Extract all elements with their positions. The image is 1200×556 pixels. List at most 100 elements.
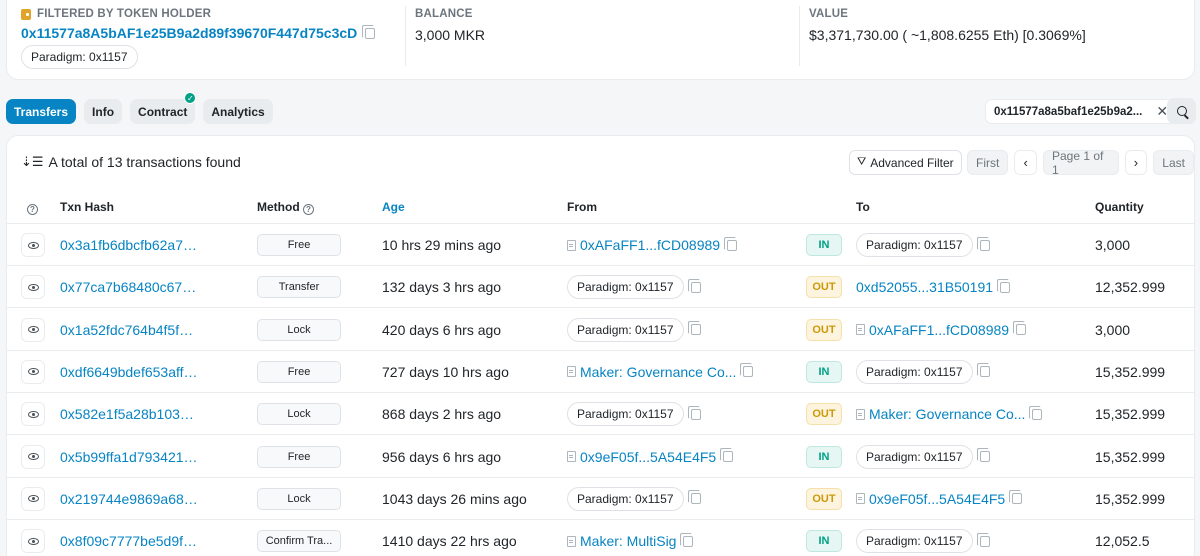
direction-badge: OUT xyxy=(806,403,842,426)
from-address-tag[interactable]: Paradigm: 0x1157 xyxy=(567,486,684,511)
to-address-tag[interactable]: Paradigm: 0x1157 xyxy=(856,444,973,469)
copy-icon[interactable] xyxy=(976,532,990,547)
col-age[interactable]: Age xyxy=(382,200,405,214)
quantity-value: 3,000 xyxy=(1095,237,1131,253)
age-text: 420 days 6 hrs ago xyxy=(382,321,502,338)
to-address-tag[interactable]: Paradigm: 0x1157 xyxy=(856,233,973,257)
view-details-button[interactable] xyxy=(21,529,45,554)
sort-icon: ⇣☰ xyxy=(21,154,44,169)
from-address-link[interactable]: Maker: MultiSig xyxy=(580,533,677,550)
copy-icon[interactable] xyxy=(720,448,734,462)
from-cell: Paradigm: 0x1157 xyxy=(567,401,701,427)
contract-icon xyxy=(567,239,576,251)
advanced-filter-label: Advanced Filter xyxy=(870,155,954,170)
to-address-link[interactable]: Maker: Governance Co... xyxy=(869,406,1026,423)
view-details-button[interactable] xyxy=(21,233,45,257)
from-address-link[interactable]: 0x9eF05f...5A54E4F5 xyxy=(580,448,717,465)
help-icon[interactable]: ? xyxy=(27,200,38,215)
view-details-button[interactable] xyxy=(21,402,45,427)
holder-name-tag[interactable]: Paradigm: 0x1157 xyxy=(21,45,138,69)
copy-icon[interactable] xyxy=(997,278,1011,293)
txhash-link[interactable]: 0x8f09c7777be5d9fd7... xyxy=(60,533,200,550)
copy-icon[interactable] xyxy=(976,363,990,378)
copy-icon[interactable] xyxy=(362,24,376,39)
method-help-icon[interactable]: ? xyxy=(303,204,314,215)
from-address-tag[interactable]: Paradigm: 0x1157 xyxy=(567,317,684,342)
eye-icon xyxy=(27,410,39,418)
to-address-link[interactable]: 0xd52055...31B50191 xyxy=(856,279,994,296)
from-cell: Maker: MultiSig xyxy=(567,528,694,554)
prev-page-button[interactable]: ‹ xyxy=(1014,150,1037,175)
copy-icon[interactable] xyxy=(1013,321,1027,336)
eye-icon xyxy=(27,453,39,460)
from-address-link[interactable]: Maker: Governance Co... xyxy=(580,363,737,380)
close-icon[interactable]: ✕ xyxy=(1156,103,1169,119)
copy-icon[interactable] xyxy=(680,532,694,547)
view-details-button[interactable] xyxy=(21,486,45,511)
to-cell: Paradigm: 0x1157 xyxy=(856,359,990,385)
copy-icon[interactable] xyxy=(687,490,701,505)
method-badge: Lock xyxy=(257,403,341,426)
copy-icon[interactable] xyxy=(976,236,990,251)
next-page-button[interactable]: › xyxy=(1124,150,1148,175)
divider xyxy=(799,6,800,66)
copy-icon[interactable] xyxy=(687,278,701,293)
first-page-button[interactable]: First xyxy=(967,150,1009,175)
col-quantity: Quantity xyxy=(1095,200,1144,214)
table-row: 0x1a52fdc764b4f5fc0... Lock 420 days 6 hrs… xyxy=(7,309,1194,351)
filter-address: 0x11577a8a5baf1e25b9a2... xyxy=(994,105,1143,118)
method-badge: Free xyxy=(257,360,341,383)
contract-icon xyxy=(856,493,865,505)
age-text: 132 days 3 hrs ago xyxy=(382,279,502,296)
holder-address-link[interactable]: 0x11577a8A5bAF1e25B9a2d89f39670F447d75c3… xyxy=(21,25,358,41)
advanced-filter-button[interactable]: ⛛ Advanced Filter xyxy=(849,150,962,175)
copy-icon[interactable] xyxy=(740,363,754,378)
tab-transfers[interactable]: Transfers xyxy=(6,99,77,124)
from-address-link[interactable]: 0xAFaFF1...fCD08989 xyxy=(580,237,721,253)
copy-icon[interactable] xyxy=(687,321,701,336)
view-details-button[interactable] xyxy=(21,444,45,469)
quantity-value: 12,352.999 xyxy=(1095,279,1166,296)
view-details-button[interactable] xyxy=(21,275,45,300)
quantity-value: 15,352.999 xyxy=(1095,406,1166,423)
method-badge: Transfer xyxy=(257,276,341,299)
tab-contract[interactable]: Contract ✓ xyxy=(130,92,197,124)
txhash-link[interactable]: 0xdf6649bdef653aff3b... xyxy=(60,363,200,380)
chevron-right-icon: › xyxy=(1133,155,1139,170)
view-details-button[interactable] xyxy=(21,317,45,342)
contract-icon xyxy=(567,535,576,547)
from-address-tag[interactable]: Paradigm: 0x1157 xyxy=(567,402,684,427)
last-page-button[interactable]: Last xyxy=(1153,150,1194,175)
tab-analytics[interactable]: Analytics xyxy=(203,99,273,124)
to-cell: Paradigm: 0x1157 xyxy=(856,232,990,258)
txhash-link[interactable]: 0x219744e9869a68b4f... xyxy=(60,490,200,507)
copy-icon[interactable] xyxy=(1009,490,1023,505)
txhash-link[interactable]: 0x582e1f5a28b1039af... xyxy=(60,406,200,423)
to-address-link[interactable]: 0xAFaFF1...fCD08989 xyxy=(869,321,1010,338)
copy-icon[interactable] xyxy=(724,236,738,251)
copy-icon[interactable] xyxy=(1029,405,1043,420)
contract-icon xyxy=(856,408,865,420)
page-indicator: Page 1 of 1 xyxy=(1042,149,1119,177)
chevron-left-icon: ‹ xyxy=(1023,155,1028,170)
address-filter-chip[interactable]: 0x11577a8a5baf1e25b9a2... ✕ xyxy=(985,99,1178,124)
table-row: 0x3a1fb6dbcfb62a7dd... Free 10 hrs 29 mins… xyxy=(7,224,1194,266)
copy-icon[interactable] xyxy=(976,448,990,462)
txhash-link[interactable]: 0x77ca7b68480c6705... xyxy=(60,279,200,296)
col-txhash: Txn Hash xyxy=(60,200,115,214)
view-details-button[interactable] xyxy=(21,359,45,384)
search-button[interactable] xyxy=(1167,98,1196,124)
from-address-tag[interactable]: Paradigm: 0x1157 xyxy=(567,275,684,300)
balance-label: BALANCE xyxy=(415,8,473,20)
copy-icon[interactable] xyxy=(687,405,701,420)
txhash-link[interactable]: 0x1a52fdc764b4f5fc0... xyxy=(60,321,200,338)
to-address-link[interactable]: 0x9eF05f...5A54E4F5 xyxy=(869,490,1006,507)
txhash-link[interactable]: 0x3a1fb6dbcfb62a7dd... xyxy=(60,237,200,253)
to-address-tag[interactable]: Paradigm: 0x1157 xyxy=(856,529,973,554)
to-address-tag[interactable]: Paradigm: 0x1157 xyxy=(856,359,973,384)
direction-badge: OUT xyxy=(806,318,842,341)
tab-info[interactable]: Info xyxy=(84,99,123,124)
eye-icon xyxy=(27,241,39,249)
from-cell: Paradigm: 0x1157 xyxy=(567,317,701,343)
txhash-link[interactable]: 0x5b99ffa1d7934212a... xyxy=(60,448,200,465)
